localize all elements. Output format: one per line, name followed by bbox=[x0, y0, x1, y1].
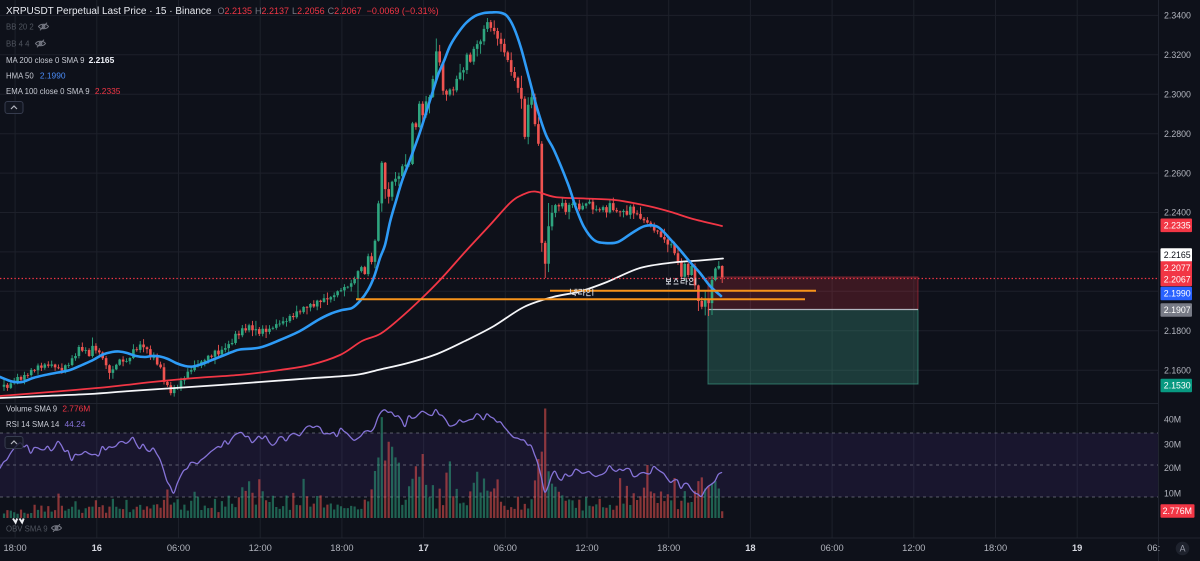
svg-text:Volume SMA 9 2.776M: Volume SMA 9 2.776M bbox=[6, 404, 90, 414]
svg-text:BB 4 4: BB 4 4 bbox=[6, 40, 30, 49]
svg-text:2.2067: 2.2067 bbox=[1164, 275, 1191, 285]
svg-text:18:00: 18:00 bbox=[3, 543, 26, 553]
svg-text:2.3000: 2.3000 bbox=[1164, 89, 1191, 99]
svg-text:2.2400: 2.2400 bbox=[1164, 208, 1191, 218]
svg-text:20M: 20M bbox=[1164, 463, 1181, 473]
svg-text:2.1530: 2.1530 bbox=[1164, 381, 1191, 391]
svg-text:EMA 100 close 0 SMA 9 2.2335: EMA 100 close 0 SMA 9 2.2335 bbox=[6, 86, 121, 96]
svg-text:16: 16 bbox=[92, 543, 102, 553]
svg-text:12:00: 12:00 bbox=[575, 543, 598, 553]
svg-text:12:00: 12:00 bbox=[902, 543, 925, 553]
svg-text:06:00: 06:00 bbox=[820, 543, 843, 553]
svg-text:2.2335: 2.2335 bbox=[1164, 221, 1191, 231]
svg-text:06:00: 06:00 bbox=[494, 543, 517, 553]
svg-text:XRPUSDT Perpetual Last Price ·: XRPUSDT Perpetual Last Price · 15 · Bina… bbox=[6, 6, 439, 17]
svg-text:2.3400: 2.3400 bbox=[1164, 11, 1191, 21]
svg-text:18:00: 18:00 bbox=[657, 543, 680, 553]
svg-text:18: 18 bbox=[745, 543, 755, 553]
svg-text:MA 200 close 0 SMA 9 2.2165: MA 200 close 0 SMA 9 2.2165 bbox=[6, 55, 115, 65]
svg-text:06:00: 06:00 bbox=[1147, 543, 1170, 553]
svg-text:19: 19 bbox=[1072, 543, 1082, 553]
svg-text:30M: 30M bbox=[1164, 440, 1181, 450]
svg-text:17: 17 bbox=[418, 543, 428, 553]
svg-text:2.3200: 2.3200 bbox=[1164, 50, 1191, 60]
svg-text:40M: 40M bbox=[1164, 415, 1181, 425]
svg-text:2.1907: 2.1907 bbox=[1164, 305, 1191, 315]
svg-text:2.2800: 2.2800 bbox=[1164, 129, 1191, 139]
svg-text:10M: 10M bbox=[1164, 489, 1181, 499]
svg-text:2.2077: 2.2077 bbox=[1164, 263, 1191, 273]
svg-text:06:00: 06:00 bbox=[167, 543, 190, 553]
svg-text:18:00: 18:00 bbox=[984, 543, 1007, 553]
svg-text:RSI 14 SMA 14 44.24: RSI 14 SMA 14 44.24 bbox=[6, 419, 86, 429]
svg-text:BB 20 2: BB 20 2 bbox=[6, 23, 34, 32]
svg-text:A: A bbox=[1180, 544, 1186, 554]
svg-text:18:00: 18:00 bbox=[330, 543, 353, 553]
svg-text:2.1600: 2.1600 bbox=[1164, 365, 1191, 375]
svg-text:OBV SMA 9: OBV SMA 9 bbox=[6, 525, 48, 534]
svg-text:2.1990: 2.1990 bbox=[1164, 289, 1191, 299]
svg-text:2.1800: 2.1800 bbox=[1164, 326, 1191, 336]
svg-text:2.776M: 2.776M bbox=[1163, 506, 1192, 516]
svg-text:2.2165: 2.2165 bbox=[1164, 250, 1191, 260]
svg-text:12:00: 12:00 bbox=[249, 543, 272, 553]
svg-text:2.2600: 2.2600 bbox=[1164, 168, 1191, 178]
